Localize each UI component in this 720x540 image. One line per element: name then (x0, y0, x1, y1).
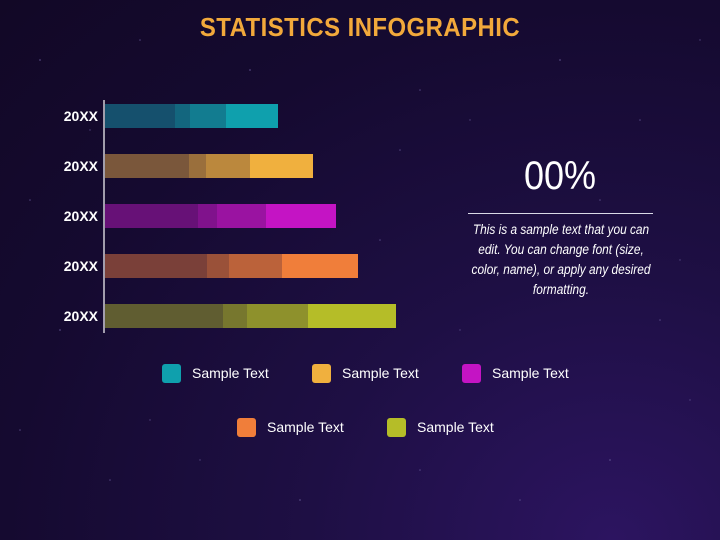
category-label: 20XX (64, 258, 99, 274)
legend-swatch (462, 363, 481, 383)
category-label: 20XX (64, 108, 99, 124)
bar-segment (189, 154, 206, 178)
legend-label: Sample Text (342, 365, 419, 381)
legend-swatch (387, 417, 406, 437)
category-label: 20XX (64, 308, 99, 324)
bar-segment (266, 204, 336, 228)
bar-segment (223, 304, 247, 328)
bar-segment (217, 204, 266, 228)
bar-segment (206, 154, 250, 178)
legend-item-5: Sample Text (387, 417, 494, 437)
legend-item-1: Sample Text (162, 363, 269, 383)
legend-swatch (162, 363, 181, 383)
legend-item-4: Sample Text (237, 417, 344, 437)
legend-swatch (237, 417, 256, 437)
bar-segment (105, 204, 198, 228)
bar-segment (308, 304, 396, 328)
bar-segment (105, 304, 223, 328)
bar-segment (229, 254, 282, 278)
bar-segment (282, 254, 358, 278)
bar-segment (250, 154, 313, 178)
bar-segment (105, 154, 189, 178)
category-label: 20XX (64, 158, 99, 174)
bar-segment (105, 254, 207, 278)
bar-segment (190, 104, 226, 128)
legend-item-2: Sample Text (312, 363, 419, 383)
bar-segment (198, 204, 217, 228)
legend-item-3: Sample Text (462, 363, 569, 383)
legend-swatch (312, 363, 331, 383)
legend-label: Sample Text (267, 419, 344, 435)
bar-segment (226, 104, 278, 128)
legend-label: Sample Text (417, 419, 494, 435)
bar-segment (105, 104, 175, 128)
page-title: STATISTICS INFOGRAPHIC (199, 12, 521, 42)
legend-label: Sample Text (192, 365, 269, 381)
bar-segment (207, 254, 229, 278)
bar-segment (175, 104, 190, 128)
divider-line (468, 213, 653, 214)
category-label: 20XX (64, 208, 99, 224)
bar-segment (247, 304, 308, 328)
highlight-percentage: 00% (523, 154, 597, 198)
legend-label: Sample Text (492, 365, 569, 381)
highlight-description: This is a sample text that you can edit.… (471, 222, 651, 297)
